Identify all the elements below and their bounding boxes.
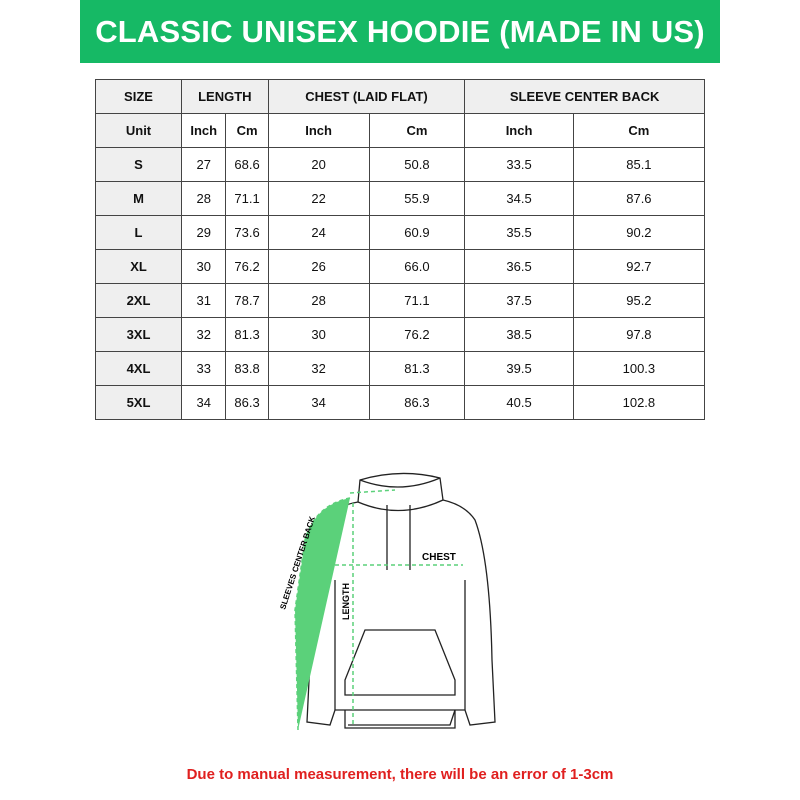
value-cell: 81.3 [368, 351, 466, 386]
value-cell: 32 [180, 317, 227, 352]
value-cell: 37.5 [464, 283, 574, 318]
value-cell: 102.8 [572, 385, 706, 420]
value-cell: 33 [180, 351, 227, 386]
table-header-row: SIZE LENGTH CHEST (LAID FLAT) SLEEVE CEN… [95, 79, 705, 114]
value-cell: 81.3 [225, 317, 269, 352]
collar-arrow [349, 489, 396, 494]
table-row: M 28 71.1 22 55.9 34.5 87.6 [95, 181, 706, 216]
unit-cell: Cm [368, 113, 466, 148]
value-cell: 60.9 [368, 215, 466, 250]
unit-cell: Inch [464, 113, 574, 148]
value-cell: 85.1 [572, 147, 706, 182]
value-cell: 27 [180, 147, 227, 182]
value-cell: 35.5 [464, 215, 574, 250]
header-size: SIZE [95, 79, 182, 114]
value-cell: 76.2 [368, 317, 466, 352]
size-cell: 2XL [95, 283, 182, 318]
table-row: 2XL 31 78.7 28 71.1 37.5 95.2 [95, 283, 706, 318]
value-cell: 34 [180, 385, 227, 420]
measure-lines [294, 489, 463, 731]
sleeve-arrow [294, 497, 351, 731]
value-cell: 76.2 [225, 249, 269, 284]
chest-label: CHEST [422, 552, 456, 563]
unit-cell: Cm [572, 113, 706, 148]
size-cell: S [95, 147, 182, 182]
value-cell: 71.1 [368, 283, 466, 318]
size-cell: 5XL [95, 385, 182, 420]
value-cell: 71.1 [225, 181, 269, 216]
hoodie-diagram: CHEST LENGTH SLEEVES CENTER BACK [278, 472, 496, 731]
value-cell: 32 [267, 351, 370, 386]
size-cell: L [95, 215, 182, 250]
value-cell: 34.5 [464, 181, 574, 216]
value-cell: 87.6 [572, 181, 706, 216]
unit-row: Unit Inch Cm Inch Cm Inch Cm [95, 113, 706, 148]
value-cell: 86.3 [225, 385, 269, 420]
size-cell: XL [95, 249, 182, 284]
value-cell: 90.2 [572, 215, 706, 250]
value-cell: 100.3 [572, 351, 706, 386]
size-cell: 4XL [95, 351, 182, 386]
table-row: 3XL 32 81.3 30 76.2 38.5 97.8 [95, 317, 706, 352]
unit-cell: Unit [95, 113, 182, 148]
value-cell: 30 [180, 249, 227, 284]
size-chart-table: SIZE LENGTH CHEST (LAID FLAT) SLEEVE CEN… [95, 79, 706, 420]
value-cell: 26 [267, 249, 370, 284]
header-chest: CHEST (LAID FLAT) [267, 79, 466, 114]
value-cell: 28 [180, 181, 227, 216]
table-row: 5XL 34 86.3 34 86.3 40.5 102.8 [95, 385, 706, 420]
value-cell: 38.5 [464, 317, 574, 352]
value-cell: 31 [180, 283, 227, 318]
unit-cell: Inch [267, 113, 370, 148]
value-cell: 40.5 [464, 385, 574, 420]
measurement-disclaimer: Due to manual measurement, there will be… [186, 766, 614, 783]
value-cell: 95.2 [572, 283, 706, 318]
value-cell: 33.5 [464, 147, 574, 182]
page-title: CLASSIC UNISEX HOODIE (MADE IN US) [80, 0, 720, 63]
value-cell: 78.7 [225, 283, 269, 318]
value-cell: 86.3 [368, 385, 466, 420]
unit-cell: Cm [225, 113, 269, 148]
value-cell: 24 [267, 215, 370, 250]
value-cell: 22 [267, 181, 370, 216]
table-row: 4XL 33 83.8 32 81.3 39.5 100.3 [95, 351, 706, 386]
value-cell: 97.8 [572, 317, 706, 352]
value-cell: 68.6 [225, 147, 269, 182]
value-cell: 55.9 [368, 181, 466, 216]
size-cell: M [95, 181, 182, 216]
value-cell: 83.8 [225, 351, 269, 386]
value-cell: 28 [267, 283, 370, 318]
header-sleeve: SLEEVE CENTER BACK [464, 79, 705, 114]
value-cell: 50.8 [368, 147, 466, 182]
length-label: LENGTH [341, 583, 351, 620]
value-cell: 34 [267, 385, 370, 420]
value-cell: 36.5 [464, 249, 574, 284]
value-cell: 73.6 [225, 215, 269, 250]
value-cell: 20 [267, 147, 370, 182]
table-row: L 29 73.6 24 60.9 35.5 90.2 [95, 215, 706, 250]
value-cell: 39.5 [464, 351, 574, 386]
unit-cell: Inch [180, 113, 227, 148]
value-cell: 30 [267, 317, 370, 352]
table-row: XL 30 76.2 26 66.0 36.5 92.7 [95, 249, 706, 284]
header-length: LENGTH [181, 79, 269, 114]
value-cell: 92.7 [572, 249, 706, 284]
size-cell: 3XL [95, 317, 182, 352]
value-cell: 29 [180, 215, 227, 250]
table-row: S 27 68.6 20 50.8 33.5 85.1 [95, 147, 706, 182]
value-cell: 66.0 [368, 249, 466, 284]
